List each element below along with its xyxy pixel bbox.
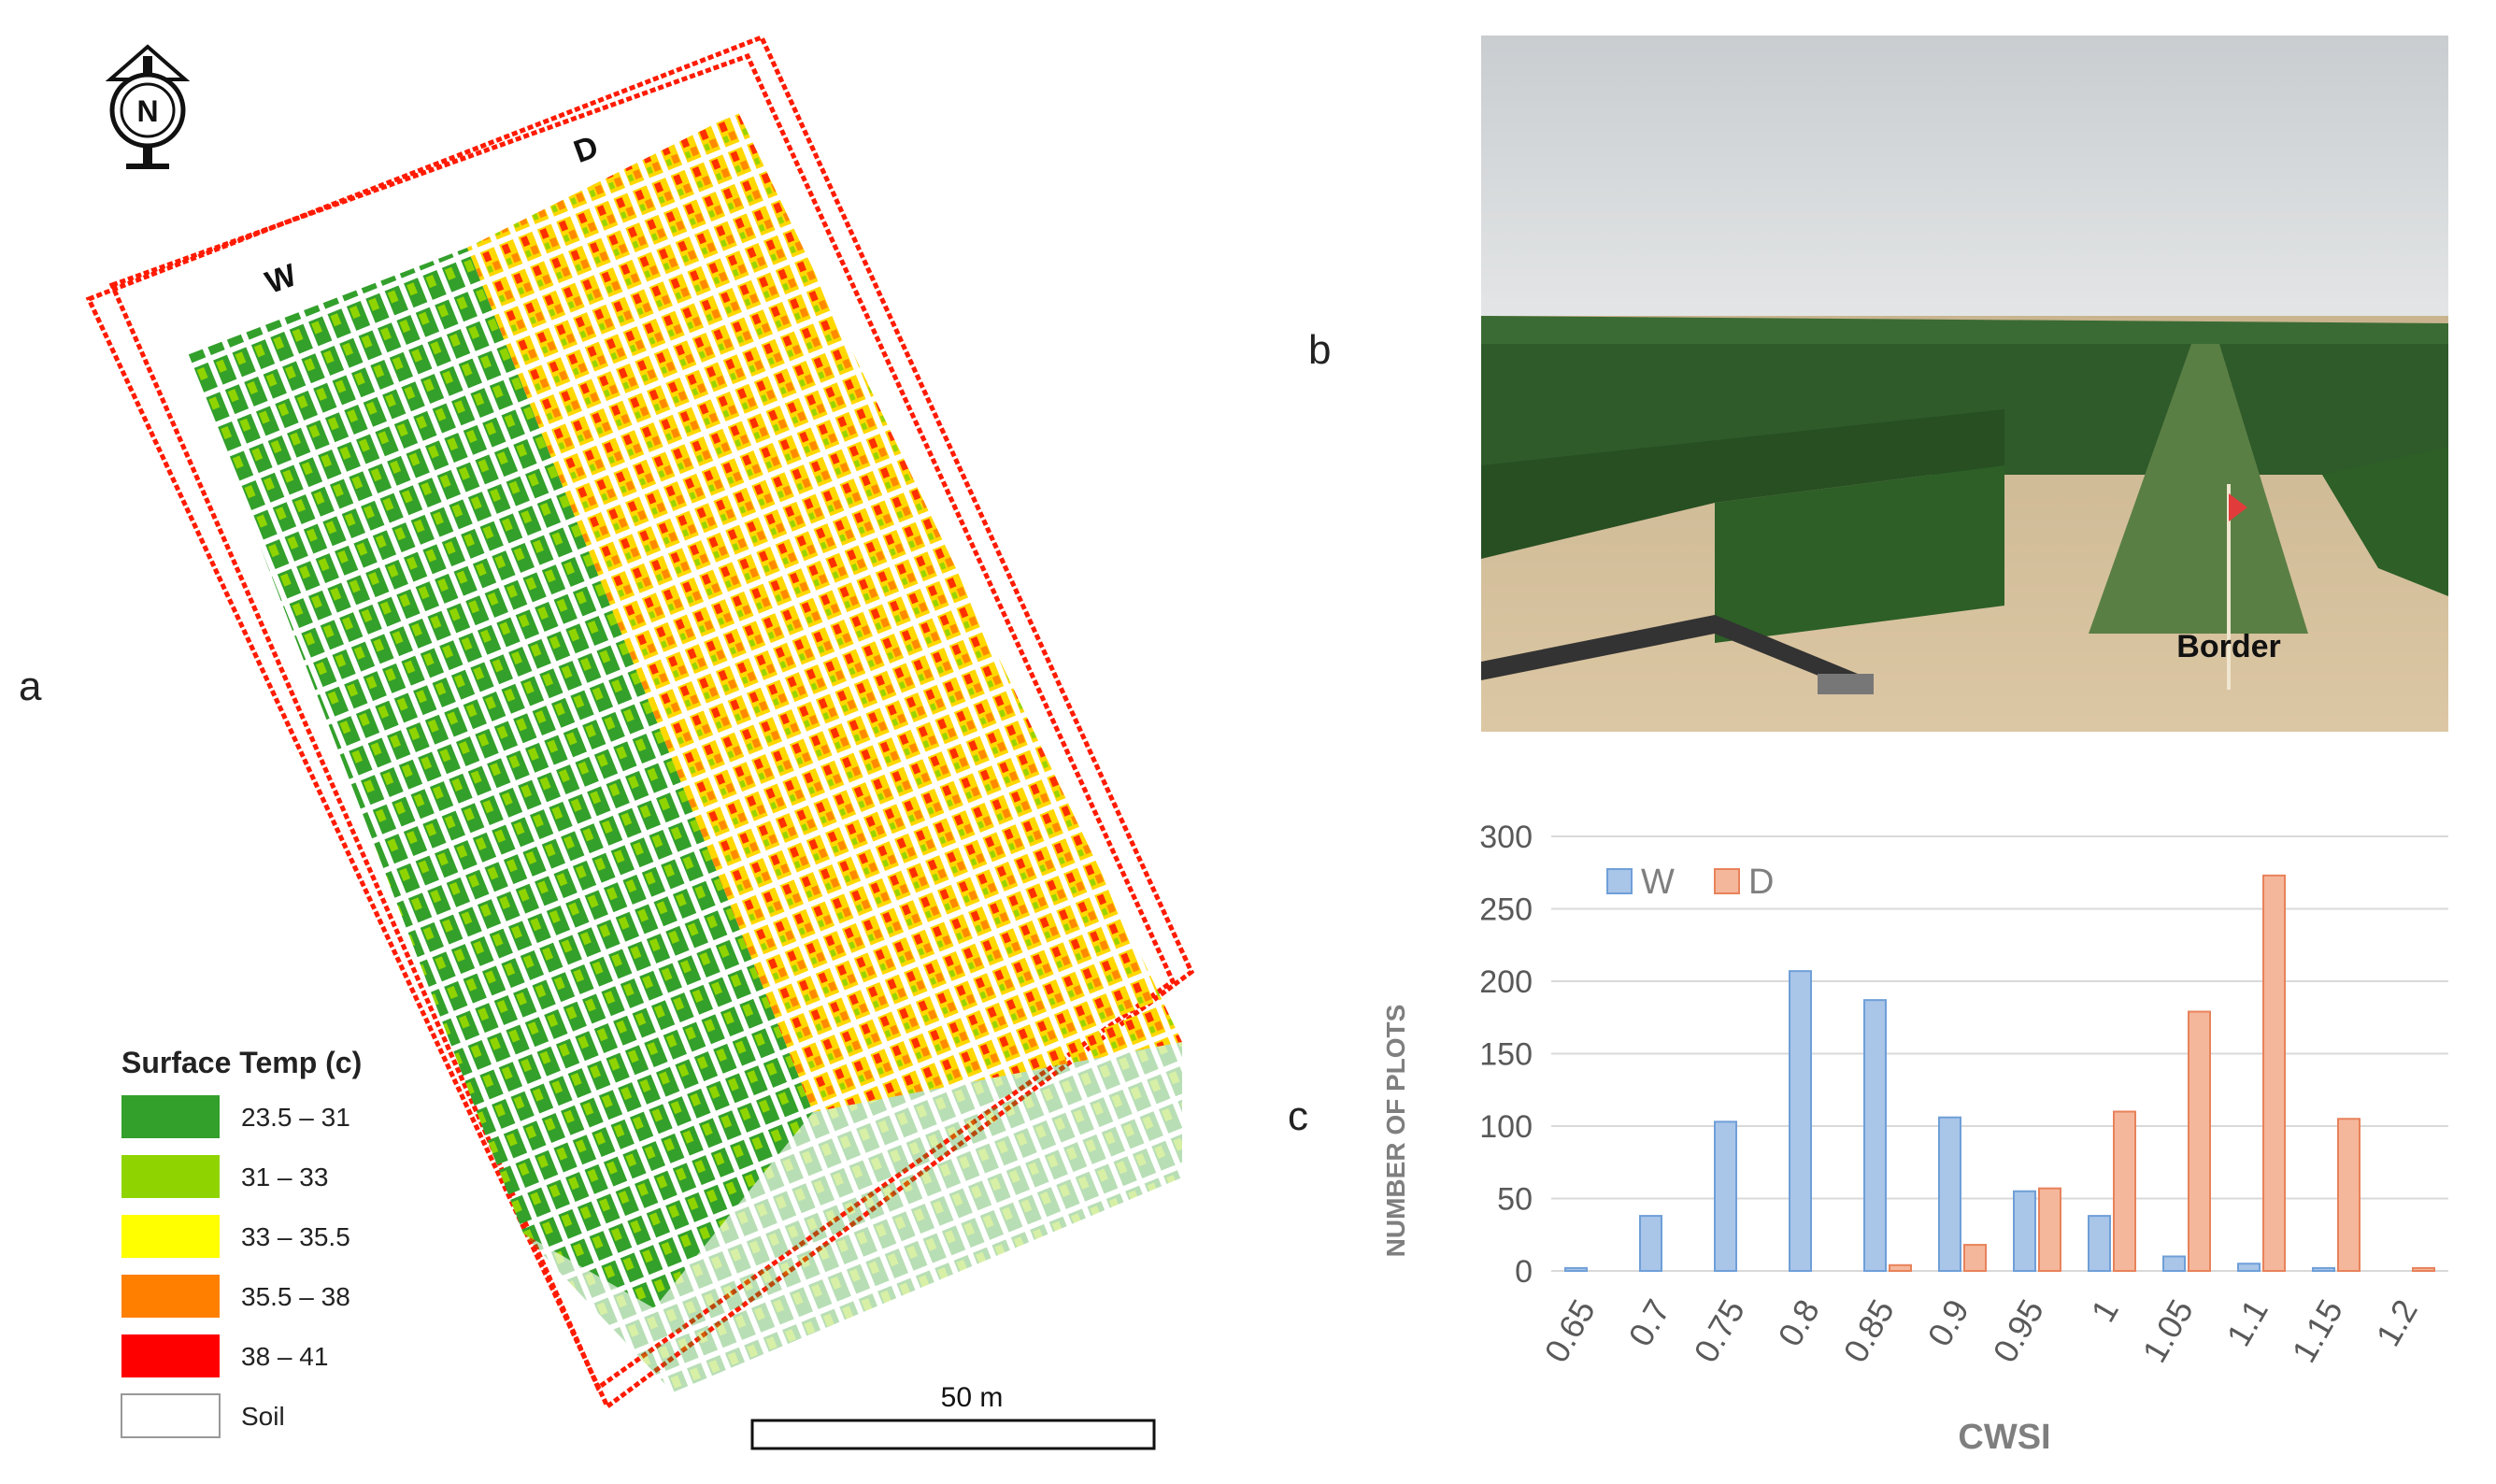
legend-swatch [121, 1334, 220, 1377]
legend-swatch-D [1714, 868, 1740, 894]
y-tick-label: 150 [1479, 1037, 1533, 1073]
bar-D-1.1 [2262, 874, 2286, 1272]
field-bottom-strip [523, 1042, 1182, 1392]
bar-D-1.15 [2337, 1118, 2361, 1272]
legend-title: Surface Temp (c) [121, 1046, 362, 1079]
legend-label: 33 – 35.5 [241, 1222, 350, 1251]
y-tick-label: 50 [1497, 1182, 1533, 1218]
scale-bar-label: 50 m [941, 1382, 1004, 1413]
y-tick-label: 250 [1479, 892, 1533, 928]
legend-swatch [121, 1215, 220, 1258]
x-tick-label: 0.85 [1835, 1293, 1902, 1369]
y-tick-label: 0 [1515, 1254, 1533, 1290]
y-tick-label: 100 [1479, 1109, 1533, 1145]
field-photo-svg: Border [1481, 36, 2448, 732]
border-annotation: Border [2176, 629, 2280, 664]
field-border [85, 34, 1195, 1410]
x-tick-label: 0.95 [1985, 1293, 2051, 1369]
x-tick-label: 1.1 [2218, 1293, 2275, 1353]
thermal-map-panel: W D N Surface Temp (c) 23.5 – 31 31 – 33 3… [0, 0, 1215, 1479]
bar-W-0.9 [1938, 1116, 1961, 1273]
legend-label: 23.5 – 31 [241, 1103, 350, 1132]
x-tick-label: 0.8 [1770, 1293, 1827, 1353]
temperature-legend: Surface Temp (c) 23.5 – 31 31 – 33 33 – 35… [121, 1046, 362, 1438]
legend-swatch [121, 1095, 220, 1138]
x-tick-label: 0.75 [1686, 1293, 1752, 1369]
x-tick-label: 0.7 [1620, 1293, 1677, 1353]
bar-W-1.15 [2312, 1266, 2335, 1273]
y-axis-label: NUMBER OF PLOTS [1381, 1005, 1410, 1258]
x-tick-label: 1.05 [2134, 1293, 2201, 1369]
north-letter: N [136, 94, 158, 128]
dry-section-plots [467, 112, 1182, 1112]
wet-section-label: W [261, 257, 302, 301]
bar-D-0.95 [2038, 1187, 2061, 1272]
y-tick-label: 300 [1479, 820, 1533, 855]
legend-label-W: W [1641, 863, 1675, 902]
wet-section-plots [187, 248, 813, 1308]
bar-D-1.2 [2412, 1266, 2435, 1273]
scale-bar: 50 m [750, 1382, 1156, 1450]
bar-W-0.95 [2013, 1190, 2036, 1272]
bar-W-0.8 [1789, 970, 1812, 1272]
bar-W-1.1 [2237, 1263, 2261, 1272]
field-photo: Border [1481, 36, 2448, 732]
x-tick-label: 1.2 [2368, 1293, 2425, 1353]
bar-D-0.85 [1889, 1263, 1912, 1272]
bar-D-1 [2113, 1110, 2136, 1272]
bar-W-0.65 [1564, 1266, 1588, 1273]
bar-W-0.85 [1863, 999, 1887, 1272]
legend-label: Soil [241, 1402, 285, 1431]
dry-section-label: D [569, 129, 603, 170]
legend-swatch [121, 1393, 221, 1438]
thermal-map-svg: W D N Surface Temp (c) 23.5 – 31 31 – 33 3… [85, 34, 1195, 1450]
legend-swatch [121, 1155, 220, 1198]
cwsi-bar-chart: 0 50 100 150 200 250 300 0.65 0.7 0.75 0.8 0.85 0.9… [1381, 820, 2448, 1457]
bar-W-1.05 [2162, 1255, 2186, 1272]
legend-label-D: D [1748, 863, 1774, 902]
x-tick-label: 0.65 [1536, 1293, 1603, 1369]
legend-swatch [121, 1275, 220, 1318]
x-axis-label: CWSI [1958, 1418, 2050, 1457]
legend-swatch-W [1606, 868, 1633, 894]
x-tick-label: 1.15 [2284, 1293, 2350, 1369]
bar-W-0.75 [1714, 1120, 1737, 1272]
panel-label-a: a [19, 664, 42, 709]
legend-label: 38 – 41 [241, 1342, 328, 1371]
legend-label: 35.5 – 38 [241, 1282, 350, 1311]
north-arrow-icon: N [105, 44, 191, 169]
cwsi-chart-panel: 0 50 100 150 200 250 300 0.65 0.7 0.75 0.8 0.85 0.9… [1364, 785, 2467, 1477]
y-tick-label: 200 [1479, 964, 1533, 1000]
bar-W-0.7 [1639, 1215, 1662, 1273]
panel-label-b: b [1308, 327, 1332, 373]
x-tick-label: 1 [2083, 1293, 2126, 1329]
x-tick-label: 0.9 [1919, 1293, 1976, 1353]
bar-D-0.9 [1963, 1244, 1987, 1273]
legend-label: 31 – 33 [241, 1163, 328, 1191]
bar-D-1.05 [2188, 1010, 2211, 1273]
panel-label-c: c [1288, 1093, 1308, 1139]
bar-W-1 [2088, 1215, 2111, 1273]
